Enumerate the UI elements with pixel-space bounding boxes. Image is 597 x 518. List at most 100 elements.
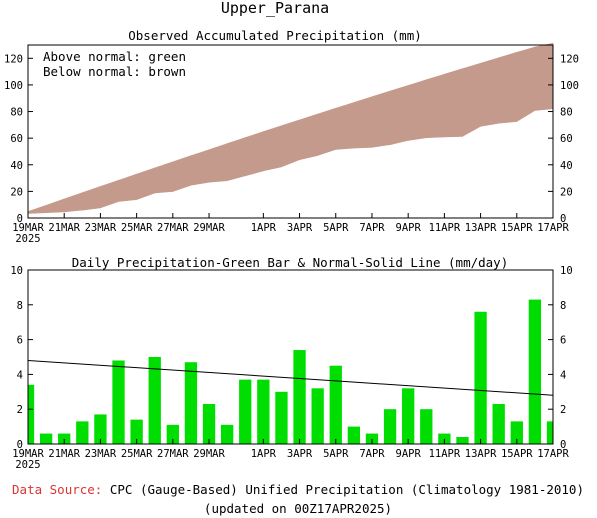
y-tick-label: 6	[17, 335, 23, 347]
y-tick-label-right: 80	[560, 107, 573, 119]
x-year-label: 2025	[15, 459, 40, 471]
daily-precip-bar	[94, 414, 107, 444]
accumulated-anomaly-band-segment	[82, 186, 101, 211]
y-tick-label-right: 10	[560, 265, 573, 277]
accumulated-anomaly-band-segment	[425, 73, 445, 139]
y-tick-label: 10	[10, 265, 23, 277]
accumulated-anomaly-band-segment	[462, 62, 481, 137]
y-tick-label: 100	[4, 80, 23, 92]
y-tick-label-right: 0	[560, 213, 566, 225]
daily-precip-bar	[329, 365, 342, 444]
x-tick-label: 29MAR	[193, 448, 225, 460]
x-tick-label: 25MAR	[121, 222, 153, 234]
region-title: Upper_Parana	[221, 0, 329, 17]
x-tick-label: 27MAR	[157, 448, 189, 460]
accumulated-anomaly-band-segment	[407, 79, 427, 141]
daily-precip-bar	[492, 403, 505, 444]
x-tick-label: 15APR	[501, 448, 533, 460]
accumulated-anomaly-band-segment	[281, 119, 300, 168]
x-year-label: 2025	[15, 233, 40, 245]
daily-precip-bar	[347, 426, 361, 444]
y-tick-label: 80	[10, 107, 23, 119]
daily-precip-bar	[420, 409, 433, 444]
accumulated-precip-panel: Observed Accumulated Precipitation (mm) …	[4, 28, 579, 245]
x-tick-label: 13APR	[465, 222, 497, 234]
x-tick-label: 9APR	[396, 448, 422, 460]
accumulated-anomaly-band-segment	[45, 198, 65, 213]
y-tick-label: 120	[4, 53, 23, 65]
y-tick-label-right: 4	[560, 369, 566, 381]
daily-precip-bar	[148, 357, 161, 444]
daily-precip-bar	[257, 379, 270, 444]
accumulated-anomaly-band-segment	[480, 57, 499, 127]
x-tick-label: 7APR	[359, 448, 385, 460]
legend-above-normal: Above normal: green	[43, 49, 186, 64]
legend-below-normal: Below normal: brown	[43, 64, 186, 79]
accumulated-anomaly-band-segment	[498, 51, 518, 124]
accumulated-anomaly-band-segment	[335, 102, 355, 150]
daily-precip-bar	[220, 424, 234, 444]
daily-precip-bar	[112, 360, 125, 444]
accumulated-chart-title: Observed Accumulated Precipitation (mm)	[128, 28, 422, 43]
y-tick-label: 4	[17, 369, 23, 381]
daily-precip-bar	[510, 421, 523, 444]
daily-precip-bar	[39, 433, 53, 444]
daily-precip-bar	[184, 362, 198, 444]
x-tick-label: 5APR	[323, 222, 349, 234]
accumulated-anomaly-band-segment	[389, 85, 409, 146]
y-tick-label-right: 2	[560, 404, 566, 416]
daily-precip-bar	[528, 299, 542, 444]
x-tick-label: 7APR	[359, 222, 385, 234]
accumulated-plot-frame	[27, 44, 554, 219]
x-tick-label: 21MAR	[48, 222, 80, 234]
x-tick-label: 1APR	[251, 222, 277, 234]
x-tick-label: 13APR	[465, 448, 497, 460]
x-tick-label: 23MAR	[85, 222, 117, 234]
daily-precip-bar	[438, 433, 451, 444]
daily-precip-bar	[239, 379, 252, 444]
x-tick-label: 25MAR	[121, 448, 153, 460]
y-tick-label: 8	[17, 300, 23, 312]
y-tick-label-right: 60	[560, 133, 573, 145]
x-tick-label: 19MAR	[12, 448, 44, 460]
normal-daily-line	[27, 359, 554, 396]
x-tick-label: 3APR	[287, 448, 313, 460]
y-tick-label: 60	[10, 133, 23, 145]
y-tick-label: 0	[17, 439, 23, 451]
y-tick-label-right: 20	[560, 186, 573, 198]
x-tick-label: 23MAR	[85, 448, 117, 460]
accumulated-anomaly-band-segment	[63, 192, 83, 213]
y-tick-label: 40	[10, 160, 23, 172]
daily-precip-bar	[76, 421, 89, 444]
accumulated-anomaly-band-segment	[371, 90, 391, 148]
accumulated-anomaly-band-segment	[516, 46, 536, 123]
accumulated-anomaly-band-segment	[534, 42, 554, 111]
y-tick-label-right: 8	[560, 300, 566, 312]
x-tick-label: 15APR	[501, 222, 533, 234]
daily-precip-bar	[365, 433, 379, 444]
accumulated-anomaly-band-segment	[118, 173, 137, 202]
daily-precip-bar	[456, 437, 469, 444]
x-tick-label: 19MAR	[12, 222, 44, 234]
x-tick-label: 17APR	[537, 222, 569, 234]
accumulated-anomaly-band-segment	[444, 68, 463, 138]
y-tick-label-right: 120	[560, 53, 579, 65]
daily-precip-bar	[202, 403, 216, 444]
daily-precip-bar	[293, 350, 306, 444]
data-source-text: CPC (Gauge-Based) Unified Precipitation …	[110, 482, 584, 497]
x-tick-label: 1APR	[251, 448, 277, 460]
daily-precip-bar	[58, 433, 71, 444]
x-tick-label: 3APR	[287, 222, 313, 234]
daily-precip-bar	[402, 388, 415, 444]
x-tick-label: 21MAR	[48, 448, 80, 460]
accumulated-anomaly-band-segment	[154, 161, 174, 194]
y-tick-label-right: 6	[560, 335, 566, 347]
daily-precip-panel: Daily Precipitation-Green Bar & Normal-S…	[10, 255, 572, 471]
daily-precip-bar	[474, 311, 487, 444]
y-tick-label: 2	[17, 404, 23, 416]
accumulated-anomaly-band-segment	[136, 167, 156, 201]
data-source-label: Data Source:	[12, 482, 102, 497]
daily-plot-frame	[27, 269, 554, 445]
x-tick-label: 9APR	[396, 222, 422, 234]
